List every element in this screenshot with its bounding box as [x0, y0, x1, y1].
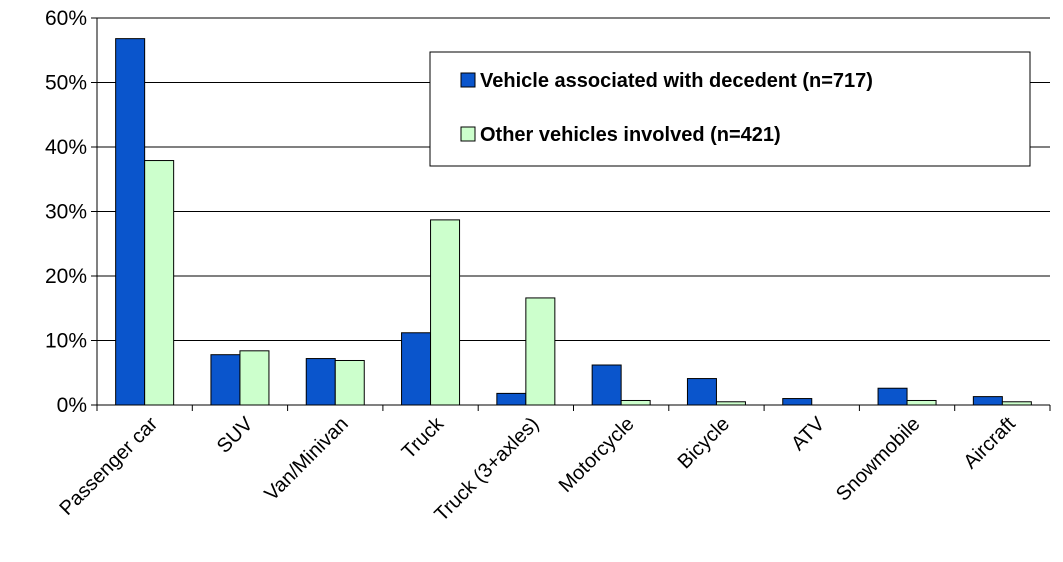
legend-label-other: Other vehicles involved (n=421) [480, 124, 781, 146]
bar-other [430, 219, 461, 406]
bar-decedent [305, 358, 336, 406]
x-category-label: Truck [398, 412, 449, 463]
x-category-label: Truck (3+axles) [431, 413, 544, 526]
bar-other [334, 359, 365, 406]
x-category-label: Passenger car [55, 413, 162, 520]
legend-label-decedent: Vehicle associated with decedent (n=717) [480, 70, 873, 92]
y-tick-label: 40% [45, 136, 87, 159]
bar-decedent [591, 364, 622, 406]
y-tick-label: 30% [45, 201, 87, 224]
bar-decedent [210, 354, 241, 406]
bar-other [144, 160, 175, 406]
x-category-label: Snowmobile [832, 413, 925, 506]
y-tick-label: 10% [45, 330, 87, 353]
y-axis-ticks: 0% 10% 20% 30% 40% 50% 60% [45, 7, 97, 417]
y-tick-label: 0% [57, 394, 87, 417]
y-tick-label: 50% [45, 72, 87, 95]
bar-decedent [115, 38, 146, 406]
bar-decedent [496, 392, 527, 406]
legend-swatch-decedent [460, 72, 476, 88]
legend-box [429, 51, 1031, 167]
bar-decedent [877, 387, 908, 406]
x-category-label: Bicycle [674, 413, 734, 473]
bar-other [525, 297, 556, 406]
x-category-label: Van/Minivan [260, 413, 352, 505]
y-tick-label: 60% [45, 7, 87, 30]
y-tick-label: 20% [45, 265, 87, 288]
x-category-label: SUV [213, 413, 258, 458]
bar-decedent [686, 378, 717, 406]
bar-other [620, 399, 651, 406]
bars [115, 38, 1032, 406]
bar-decedent [972, 396, 1003, 406]
bar-decedent [782, 398, 813, 406]
x-category-label: ATV [787, 413, 829, 455]
legend-swatch-other [460, 126, 476, 142]
legend: Vehicle associated with decedent (n=717)… [429, 51, 1031, 167]
bar-other [239, 350, 270, 406]
bar-other [906, 399, 937, 406]
bar-decedent [401, 332, 432, 406]
x-category-label: Aircraft [960, 413, 1021, 474]
x-category-label: Motorcycle [555, 413, 639, 497]
